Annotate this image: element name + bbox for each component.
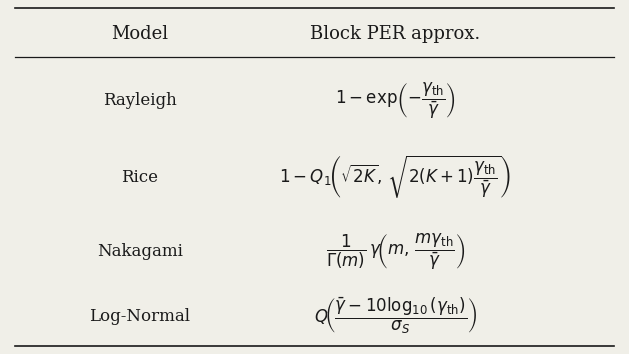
Text: Log-Normal: Log-Normal [89, 308, 191, 325]
Text: Rayleigh: Rayleigh [103, 92, 177, 109]
Text: $Q\!\left(\dfrac{\bar{\gamma} - 10\log_{10}(\gamma_{\mathrm{th}})}{\sigma_S}\rig: $Q\!\left(\dfrac{\bar{\gamma} - 10\log_{… [314, 296, 477, 337]
Text: $1 - Q_1\!\left(\sqrt{2K},\,\sqrt{2(K+1)\dfrac{\gamma_{\mathrm{th}}}{\bar{\gamma: $1 - Q_1\!\left(\sqrt{2K},\,\sqrt{2(K+1)… [279, 154, 512, 200]
Text: Block PER approx.: Block PER approx. [311, 25, 481, 43]
Text: Rice: Rice [121, 169, 159, 185]
Text: Model: Model [111, 25, 169, 43]
Text: Nakagami: Nakagami [97, 244, 183, 261]
Text: $\dfrac{1}{\Gamma(m)}\,\gamma\!\left(m,\,\dfrac{m\gamma_{\mathrm{th}}}{\bar{\gam: $\dfrac{1}{\Gamma(m)}\,\gamma\!\left(m,\… [326, 232, 465, 272]
Text: $1 - \exp\!\left(-\dfrac{\gamma_{\mathrm{th}}}{\bar{\gamma}}\right)$: $1 - \exp\!\left(-\dfrac{\gamma_{\mathrm… [335, 80, 456, 121]
